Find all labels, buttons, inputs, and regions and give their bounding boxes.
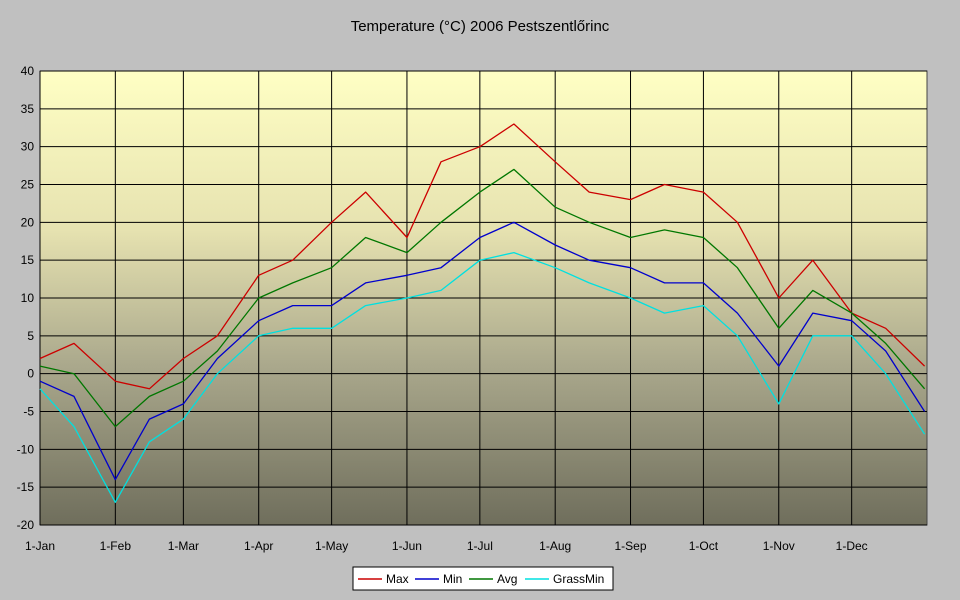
x-tick-label: 1-Aug — [539, 539, 571, 553]
x-tick-label: 1-Mar — [168, 539, 199, 553]
y-tick-label: -20 — [17, 518, 35, 532]
y-tick-label: -5 — [23, 405, 34, 419]
x-tick-label: 1-Nov — [763, 539, 795, 553]
y-tick-label: 15 — [21, 253, 35, 267]
y-tick-label: 25 — [21, 178, 35, 192]
y-tick-label: 0 — [27, 367, 34, 381]
y-tick-label: 20 — [21, 215, 35, 229]
series-line-min — [39, 221, 926, 481]
x-tick-label: 1-Sep — [615, 539, 647, 553]
y-tick-label: -10 — [17, 442, 35, 456]
x-tick-label: 1-Feb — [100, 539, 132, 553]
x-tick-label: 1-Oct — [689, 539, 719, 553]
series-line-grassmin — [39, 251, 926, 503]
series-line-max — [39, 123, 926, 390]
series-line-avg — [39, 168, 926, 428]
legend-label-min: Min — [443, 572, 462, 586]
x-tick-label: 1-Jul — [467, 539, 493, 553]
legend-label-grassmin: GrassMin — [553, 572, 604, 586]
y-tick-label: 10 — [21, 291, 35, 305]
x-tick-label: 1-Dec — [836, 539, 868, 553]
y-tick-label: 40 — [21, 64, 35, 78]
x-tick-label: 1-May — [315, 539, 348, 553]
x-tick-label: 1-Jun — [392, 539, 422, 553]
y-axis: 40 35 30 25 20 15 10 5 0 -5 -10 -15 -20 — [17, 64, 35, 532]
x-tick-label: 1-Apr — [244, 539, 273, 553]
legend-label-max: Max — [386, 572, 409, 586]
legend-label-avg: Avg — [497, 572, 517, 586]
series-layer — [39, 123, 926, 503]
y-tick-label: -15 — [17, 480, 35, 494]
chart-title: Temperature (°C) 2006 Pestszentlőrinc — [351, 18, 610, 35]
y-tick-label: 35 — [21, 102, 35, 116]
x-tick-label: 1-Jan — [25, 539, 55, 553]
y-tick-label: 30 — [21, 140, 35, 154]
x-axis: 1-Jan 1-Feb 1-Mar 1-Apr 1-May 1-Jun 1-Jul 1-Aug… — [25, 539, 868, 553]
y-tick-label: 5 — [27, 329, 34, 343]
legend: Max Min Avg GrassMin — [352, 566, 614, 591]
